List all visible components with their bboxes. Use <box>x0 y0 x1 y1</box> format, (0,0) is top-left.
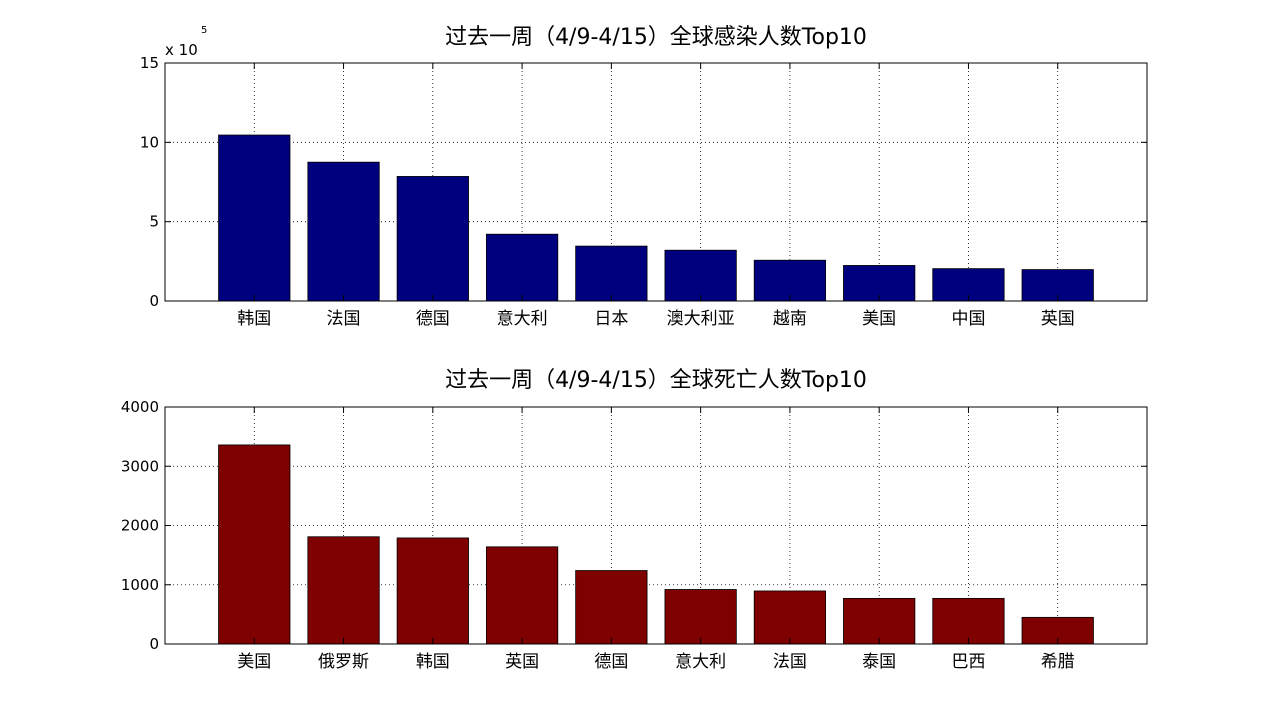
x-tick-label: 美国 <box>237 652 271 672</box>
bar <box>485 233 559 302</box>
bar <box>753 259 827 302</box>
bar <box>664 249 737 302</box>
x-tick-label: 俄罗斯 <box>318 652 369 672</box>
bar <box>396 176 469 302</box>
x-tick-label: 意大利 <box>497 309 548 329</box>
x-tick-label: 日本 <box>594 309 628 329</box>
bar <box>753 590 827 645</box>
x-tick-label: 巴西 <box>951 652 985 672</box>
bar <box>932 597 1005 645</box>
deaths-chart: 过去一周（4/9-4/15）全球死亡人数Top10 0 1000 2000 3000 40… <box>121 368 1148 672</box>
y-tick-label: 1000 <box>121 576 159 594</box>
bar <box>396 537 469 645</box>
x-tick-label: 德国 <box>594 652 628 672</box>
y-tick-label: 4000 <box>121 398 159 416</box>
y-tick-label: 2000 <box>121 517 159 535</box>
y-tick-label: 0 <box>149 292 159 310</box>
bar <box>307 536 380 645</box>
bar <box>575 245 648 302</box>
x-tick-label: 英国 <box>1041 309 1075 329</box>
infections-chart: 过去一周（4/9-4/15）全球感染人数Top10 0 5 10 15 韩国 法国 德国 意大利… <box>140 25 1148 329</box>
x-tick-label: 英国 <box>505 652 539 672</box>
x-tick-label: 德国 <box>416 309 450 329</box>
y-tick-label: 15 <box>140 54 159 72</box>
bar <box>485 546 559 645</box>
axis-multiplier: x 10 <box>165 41 198 59</box>
chart-title: 过去一周（4/9-4/15）全球感染人数Top10 <box>445 25 867 50</box>
bar <box>575 570 648 645</box>
x-tick-label: 韩国 <box>416 652 450 672</box>
bar <box>307 161 380 302</box>
y-tick-label: 5 <box>149 213 159 231</box>
chart-title: 过去一周（4/9-4/15）全球死亡人数Top10 <box>445 368 867 393</box>
x-tick-label: 中国 <box>951 309 985 329</box>
y-tick-label: 0 <box>149 635 159 653</box>
bar <box>218 134 291 302</box>
x-tick-label: 韩国 <box>237 309 271 329</box>
bar <box>843 597 916 645</box>
y-tick-label: 10 <box>140 133 159 151</box>
x-tick-label: 法国 <box>773 652 807 672</box>
axes-box <box>164 62 1148 302</box>
x-tick-label: 法国 <box>327 309 361 329</box>
bar <box>664 589 737 645</box>
y-tick-label: 3000 <box>121 457 159 475</box>
axis-multiplier-exponent: 5 <box>201 25 207 36</box>
x-tick-label: 越南 <box>773 309 807 329</box>
x-tick-label: 希腊 <box>1041 652 1075 672</box>
x-tick-label: 泰国 <box>862 652 896 672</box>
x-tick-label: 澳大利亚 <box>667 309 735 329</box>
bar <box>218 444 291 645</box>
x-tick-label: 美国 <box>862 309 896 329</box>
x-tick-label: 意大利 <box>675 652 726 672</box>
